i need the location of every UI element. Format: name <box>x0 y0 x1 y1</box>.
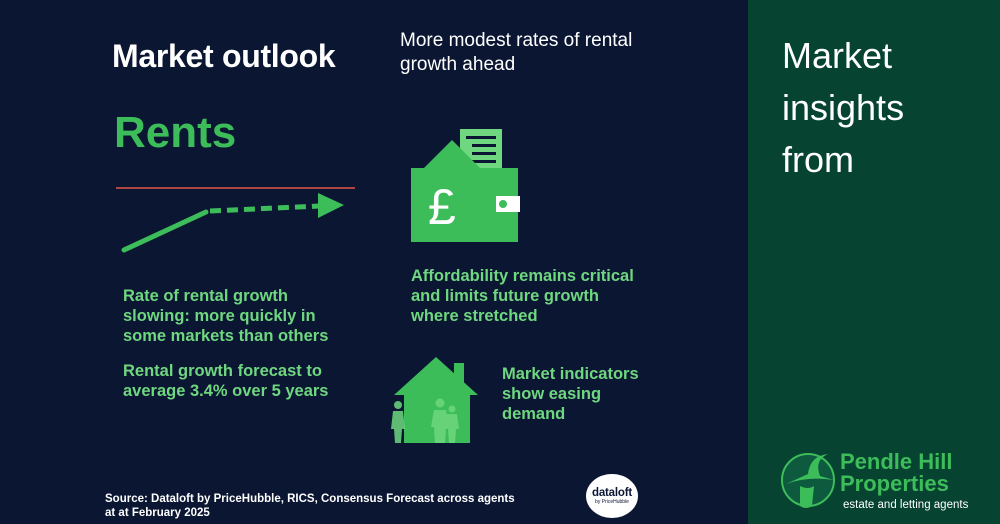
page-title: Market outlook <box>112 38 336 74</box>
pendle-hill-witch-logo <box>781 453 835 508</box>
brand-tagline: estate and letting agents <box>843 499 969 511</box>
side-heading-line1: Market <box>782 35 893 76</box>
side-heading-line3: from <box>782 139 854 180</box>
main-panel <box>0 0 748 524</box>
source-note: Source: Dataloft by PriceHubble, RICS, C… <box>105 493 515 519</box>
point-market-indicators: Market indicators show easing demand <box>502 365 639 423</box>
svg-text:£: £ <box>428 179 456 235</box>
dataloft-logo-name: dataloft <box>592 487 632 499</box>
point-affordability: Affordability remains critical and limit… <box>411 267 634 325</box>
section-heading-rents: Rents <box>114 108 237 157</box>
side-heading: Market insights from <box>782 30 904 186</box>
page-subtitle: More modest rates of rental growth ahead <box>400 30 633 75</box>
wallet-pound-icon: £ <box>411 129 520 242</box>
solid-trend-line <box>121 209 209 253</box>
brand-name-line1: Pendle Hill <box>840 449 953 474</box>
trend-arrow-icon <box>116 187 355 253</box>
dataloft-logo-by: by PriceHubble <box>595 499 629 505</box>
side-heading-line2: insights <box>782 87 905 128</box>
side-panel <box>748 0 1000 524</box>
dataloft-logo: dataloft by PriceHubble <box>586 474 638 518</box>
arrow-head <box>318 193 344 218</box>
point-forecast: Rental growth forecast to average 3.4% o… <box>123 362 329 400</box>
dashed-trend-line <box>209 203 321 214</box>
house-people-icon <box>391 357 478 443</box>
brand-name-line2: Properties <box>840 471 949 496</box>
point-rental-slowing: Rate of rental growth slowing: more quic… <box>123 287 329 345</box>
